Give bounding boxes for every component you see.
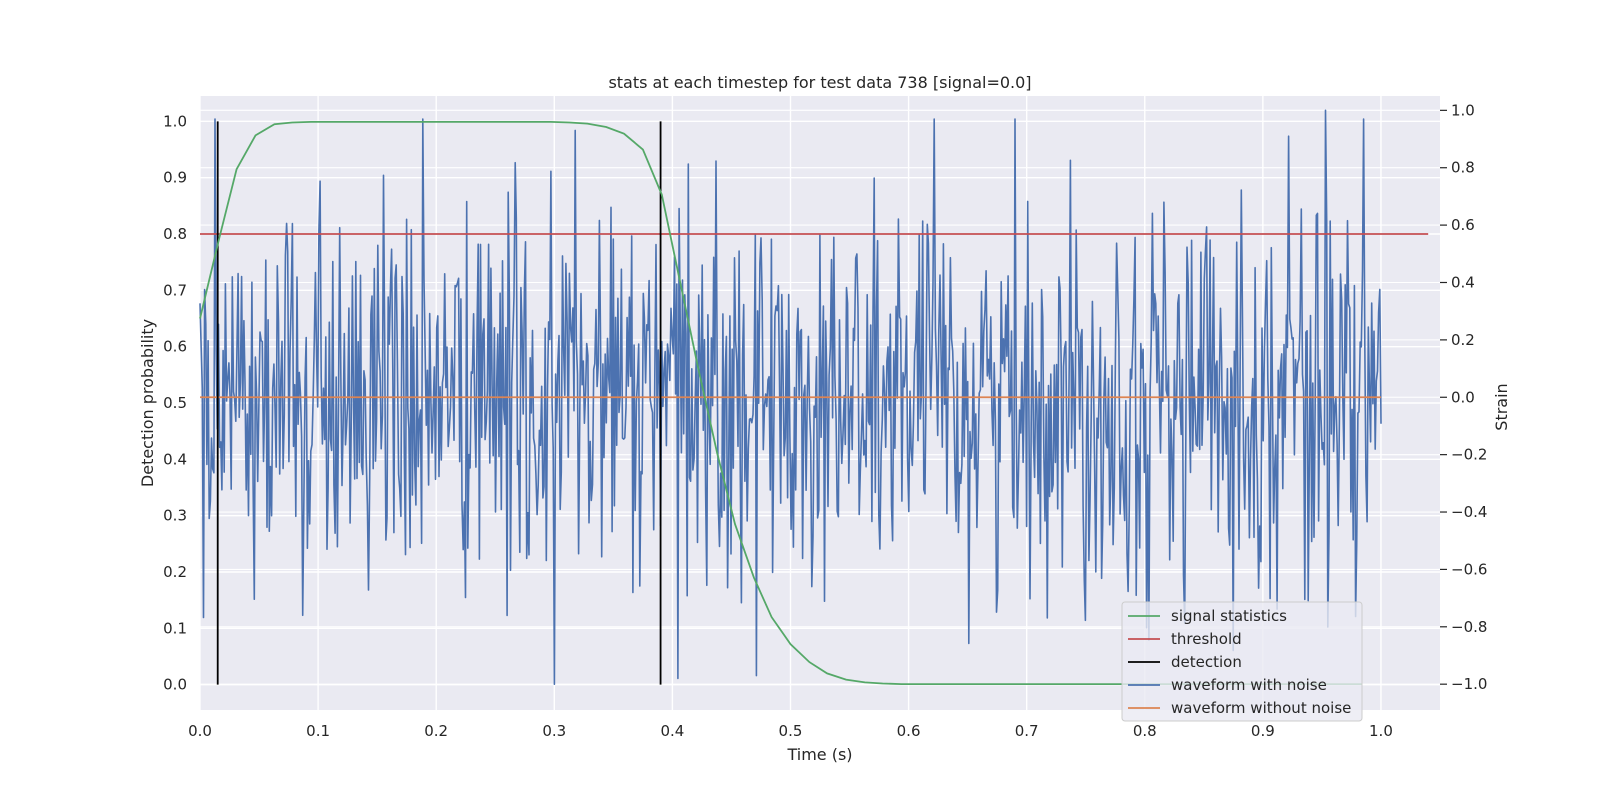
left-axis-title: Detection probability [138,319,157,487]
right-y-tick-label: −0.2 [1451,446,1487,464]
left-y-tick-label: 0.8 [163,225,187,243]
series-group [199,109,1429,686]
right-y-tick-label: 0.2 [1451,331,1475,349]
right-y-tick-label: 0.4 [1451,273,1475,291]
left-y-tick-label: 0.2 [163,563,187,581]
x-tick-label: 0.7 [1015,722,1039,740]
x-tick-label: 0.5 [779,722,803,740]
right-y-tick-label: −0.4 [1451,503,1487,521]
x-tick-label: 0.6 [897,722,921,740]
right-y-tick-label: 0.6 [1451,216,1475,234]
legend-label-waveform-without-noise: waveform without noise [1171,699,1351,717]
x-axis-ticks: 0.0 0.1 0.2 0.3 0.4 0.5 0.6 0.7 0.8 0.9 1.0 [188,722,1393,740]
left-y-tick-label: 0.6 [163,338,187,356]
right-y-tick-label: 0.8 [1451,159,1475,177]
left-y-tick-label: 0.1 [163,619,187,637]
left-y-tick-label: 0.3 [163,507,187,525]
chart-title: stats at each timestep for test data 738… [608,73,1031,92]
x-tick-label: 0.2 [424,722,448,740]
left-y-tick-label: 0.9 [163,169,187,187]
x-tick-label: 0.3 [542,722,566,740]
left-y-tick-label: 1.0 [163,112,187,130]
legend-label-signal-statistics: signal statistics [1171,607,1287,625]
x-tick-label: 0.9 [1251,722,1275,740]
right-axis-title: Strain [1492,383,1511,430]
left-y-tick-label: 0.4 [163,450,187,468]
x-tick-label: 0.8 [1133,722,1157,740]
x-tick-label: 0.1 [306,722,330,740]
left-axis-ticks: 0.0 0.1 0.2 0.3 0.4 0.5 0.6 0.7 0.8 0.9 1.0 [163,112,187,693]
left-y-tick-label: 0.7 [163,281,187,299]
x-tick-label: 0.4 [660,722,684,740]
right-y-tick-label: 0.0 [1451,388,1475,406]
right-y-tick-label: −1.0 [1451,675,1487,693]
legend-box [1121,601,1363,722]
legend-label-detection: detection [1171,653,1242,671]
legend-label-threshold: threshold [1171,630,1242,648]
right-axis-ticks: −1.0 −0.8 −0.6 −0.4 −0.2 0.0 0.2 0.4 0.6 0.8 1.0 [1440,101,1487,693]
right-y-tick-label: −0.6 [1451,560,1487,578]
x-tick-label: 0.0 [188,722,212,740]
x-axis-title: Time (s) [786,745,852,764]
series-waveform-with-noise [199,109,1382,686]
legend: signal statistics threshold detection wa… [1121,601,1363,722]
legend-label-waveform-with-noise: waveform with noise [1171,676,1327,694]
right-y-tick-label: −0.8 [1451,618,1487,636]
left-y-tick-label: 0.5 [163,394,187,412]
x-tick-label: 1.0 [1369,722,1393,740]
left-y-tick-label: 0.0 [163,676,187,694]
right-y-tick-label: 1.0 [1451,101,1475,119]
